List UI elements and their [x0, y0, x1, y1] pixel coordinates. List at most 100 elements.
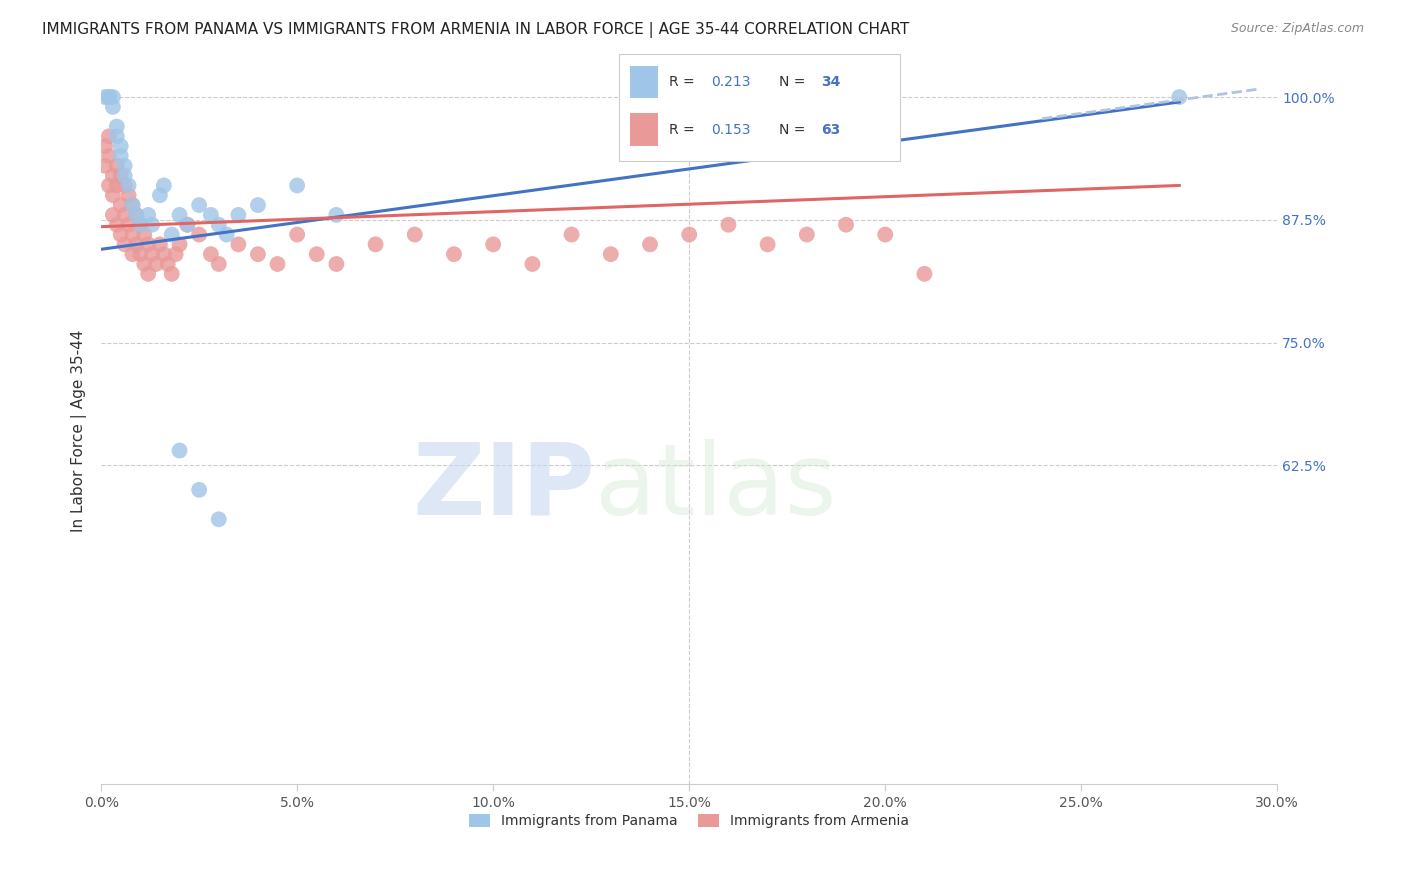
Point [1168, 90, 1191, 104]
Point [117, 188, 139, 202]
Point [200, 247, 222, 261]
Point [129, 218, 152, 232]
Point [134, 257, 156, 271]
Point [156, 257, 179, 271]
Point [98, 178, 121, 193]
Point [125, 208, 148, 222]
Point [912, 267, 935, 281]
Point [638, 237, 661, 252]
Point [717, 218, 740, 232]
Point [228, 237, 250, 252]
Point [117, 218, 139, 232]
Point [125, 237, 148, 252]
Point [94, 159, 117, 173]
Point [443, 247, 465, 261]
Point [136, 237, 159, 252]
Point [114, 237, 136, 252]
Point [835, 218, 858, 232]
Point [165, 247, 187, 261]
Point [246, 247, 269, 261]
Point [875, 227, 897, 242]
Point [121, 198, 143, 212]
Legend: Immigrants from Panama, Immigrants from Armenia: Immigrants from Panama, Immigrants from … [464, 809, 915, 834]
Point [599, 247, 621, 261]
Point [325, 208, 347, 222]
Point [110, 139, 132, 153]
Bar [630, 113, 658, 145]
Point [246, 198, 269, 212]
Point [121, 247, 143, 261]
Point [141, 247, 163, 261]
Point [188, 198, 211, 212]
Point [101, 208, 124, 222]
Point [121, 227, 143, 242]
Point [110, 169, 132, 183]
Point [98, 149, 121, 163]
Text: 0.153: 0.153 [711, 122, 751, 136]
Point [160, 267, 183, 281]
Point [98, 129, 121, 144]
Point [169, 237, 191, 252]
Point [169, 443, 191, 458]
Point [285, 227, 308, 242]
Point [141, 218, 163, 232]
Text: 0.213: 0.213 [711, 76, 751, 89]
Point [94, 90, 117, 104]
Point [145, 257, 167, 271]
Point [105, 120, 128, 134]
Point [136, 208, 159, 222]
Point [176, 218, 198, 232]
Point [101, 169, 124, 183]
Point [266, 257, 288, 271]
Point [136, 267, 159, 281]
Point [149, 237, 172, 252]
Point [153, 178, 176, 193]
Text: atlas: atlas [595, 439, 837, 536]
Point [522, 257, 544, 271]
Point [114, 159, 136, 173]
Point [176, 218, 198, 232]
Text: IMMIGRANTS FROM PANAMA VS IMMIGRANTS FROM ARMENIA IN LABOR FORCE | AGE 35-44 COR: IMMIGRANTS FROM PANAMA VS IMMIGRANTS FRO… [42, 22, 910, 38]
Point [208, 512, 231, 526]
Point [101, 188, 124, 202]
Point [678, 227, 700, 242]
Point [117, 178, 139, 193]
Point [169, 208, 191, 222]
Point [215, 227, 238, 242]
Text: R =: R = [669, 122, 699, 136]
Point [285, 178, 308, 193]
Point [110, 198, 132, 212]
Point [149, 188, 172, 202]
Point [110, 149, 132, 163]
Point [94, 139, 117, 153]
Point [561, 227, 583, 242]
Point [188, 483, 211, 497]
Point [105, 218, 128, 232]
Point [208, 257, 231, 271]
Point [110, 227, 132, 242]
Point [121, 198, 143, 212]
Point [98, 90, 121, 104]
Point [153, 247, 176, 261]
Point [208, 218, 231, 232]
Point [305, 247, 328, 261]
Point [105, 178, 128, 193]
Point [188, 227, 211, 242]
Text: Source: ZipAtlas.com: Source: ZipAtlas.com [1230, 22, 1364, 36]
Point [129, 218, 152, 232]
Point [756, 237, 779, 252]
Bar [630, 66, 658, 98]
Point [404, 227, 426, 242]
Point [105, 159, 128, 173]
Text: R =: R = [669, 76, 699, 89]
Point [125, 208, 148, 222]
Point [101, 100, 124, 114]
Point [200, 208, 222, 222]
Point [101, 90, 124, 104]
Point [114, 208, 136, 222]
Point [134, 227, 156, 242]
Text: N =: N = [779, 122, 810, 136]
Point [796, 227, 818, 242]
Point [160, 227, 183, 242]
Point [114, 178, 136, 193]
